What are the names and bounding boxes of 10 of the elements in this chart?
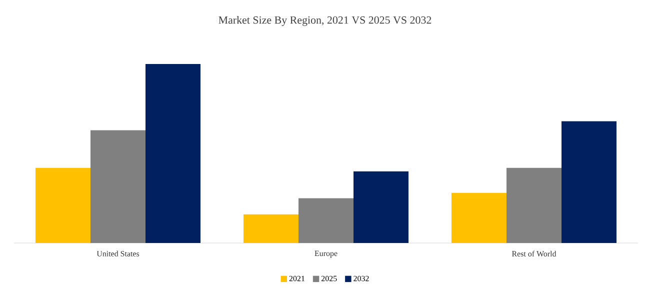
chart-title: Market Size By Region, 2021 VS 2025 VS 2032: [218, 16, 432, 26]
bar: [506, 168, 562, 243]
bar: [562, 121, 617, 243]
bar: [452, 192, 507, 243]
bar: [36, 168, 90, 243]
bar: [146, 64, 201, 243]
bar: [90, 130, 146, 243]
bar: [354, 171, 409, 243]
bar: [298, 198, 354, 243]
bar: [244, 214, 299, 243]
